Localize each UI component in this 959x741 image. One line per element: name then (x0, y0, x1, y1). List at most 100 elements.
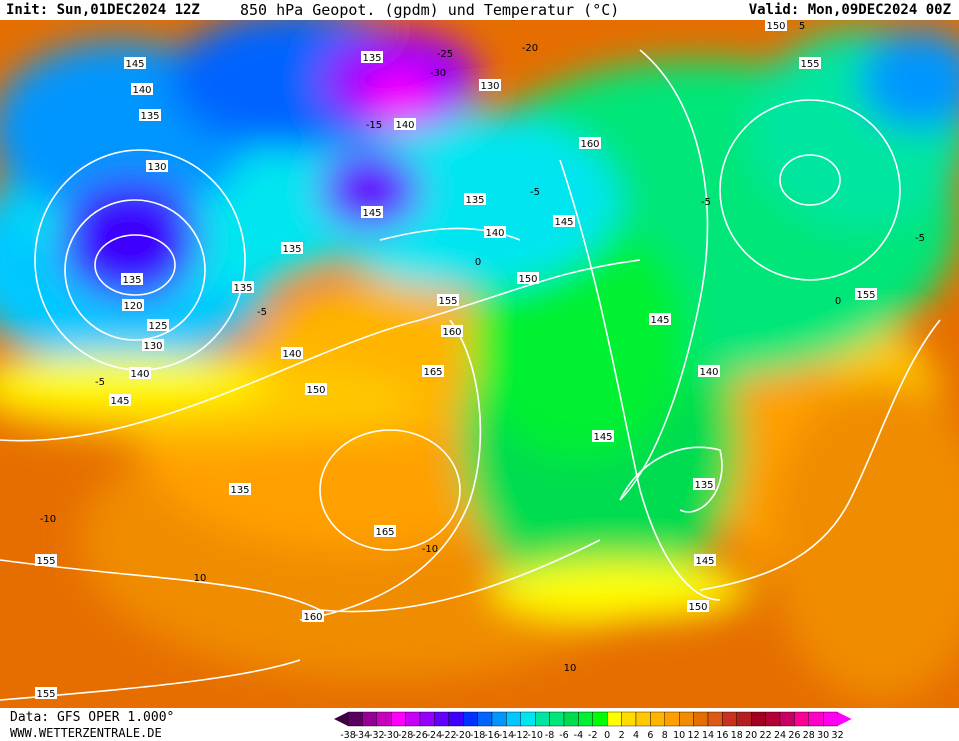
footer: Data: GFS OPER 1.000° WWW.WETTERZENTRALE… (0, 708, 959, 741)
isotherm-label: -5 (701, 197, 711, 208)
svg-text:135: 135 (694, 480, 713, 491)
contour-label: 135 (121, 273, 143, 286)
isotherm-label: 0 (475, 257, 481, 268)
svg-text:-30: -30 (430, 68, 446, 79)
legend-tick-label: -18 (470, 730, 486, 740)
svg-text:135: 135 (362, 53, 381, 64)
svg-text:140: 140 (699, 367, 718, 378)
contour-label: 155 (437, 294, 459, 307)
contour-label: 150 (765, 20, 787, 32)
legend-tick-label: 18 (731, 730, 743, 740)
contour-label: 165 (374, 525, 396, 538)
legend-tick-label: 2 (619, 730, 625, 740)
legend-tick-label: 12 (688, 730, 700, 740)
legend-tick-label: -2 (588, 730, 597, 740)
contour-label: 135 (361, 51, 383, 64)
isotherm-label: -20 (522, 43, 538, 54)
svg-text:130: 130 (147, 162, 166, 173)
website-credit: WWW.WETTERZENTRALE.DE (10, 726, 162, 740)
svg-text:0: 0 (475, 257, 481, 268)
contour-label: 130 (146, 160, 168, 173)
contour-label: 135 (464, 193, 486, 206)
contour-label: 145 (694, 554, 716, 567)
weather-map: 145 140 135 130 135 120 125 130 135 135 140 145 135 1… (0, 20, 959, 708)
contour-label: 145 (553, 215, 575, 228)
legend-tick-label: -30 (383, 730, 399, 740)
svg-text:150: 150 (518, 274, 537, 285)
legend-tick-label: -20 (455, 730, 471, 740)
legend-tick-label: -16 (484, 730, 500, 740)
legend-tick-label: 14 (702, 730, 714, 740)
init-time: Init: Sun,01DEC2024 12Z (6, 2, 200, 18)
legend-tick-label: 32 (832, 730, 844, 740)
legend-swatch (534, 711, 550, 727)
svg-text:120: 120 (123, 301, 142, 312)
contour-label: 140 (131, 83, 153, 96)
legend-swatch (563, 711, 579, 727)
contour-label: 130 (142, 339, 164, 352)
svg-text:150: 150 (766, 21, 785, 32)
svg-text:150: 150 (306, 385, 325, 396)
svg-text:160: 160 (442, 327, 461, 338)
legend-tick-label: 20 (745, 730, 757, 740)
svg-text:-5: -5 (701, 197, 711, 208)
legend-swatch (520, 711, 536, 727)
temperature-areas (0, 20, 959, 700)
svg-text:145: 145 (554, 217, 573, 228)
legend-tick-label: 22 (760, 730, 772, 740)
legend-swatch (794, 711, 809, 727)
legend-max-arrow (837, 712, 852, 726)
legend-swatch (650, 711, 665, 727)
svg-text:155: 155 (800, 59, 819, 70)
legend-swatch (736, 711, 752, 727)
svg-text:-5: -5 (915, 233, 925, 244)
legend-min-arrow (334, 712, 348, 726)
legend-tick-label: -38 (340, 730, 356, 740)
legend-swatch (391, 711, 406, 727)
svg-text:160: 160 (580, 139, 599, 150)
svg-text:140: 140 (485, 228, 504, 239)
svg-text:-5: -5 (530, 187, 540, 198)
legend-swatch (506, 711, 521, 727)
legend-swatch (707, 711, 723, 727)
isotherm-label: 10 (564, 663, 577, 674)
contour-label: 140 (394, 118, 416, 131)
legend-tick-label: -8 (545, 730, 554, 740)
valid-time: Valid: Mon,09DEC2024 00Z (748, 2, 951, 18)
legend-swatch (491, 711, 507, 727)
isotherm-label: -25 (437, 49, 453, 60)
svg-text:-5: -5 (257, 307, 267, 318)
contour-label: 140 (698, 365, 720, 378)
isotherm-label: -15 (366, 120, 382, 131)
svg-text:140: 140 (130, 369, 149, 380)
legend-tick-label: -26 (412, 730, 428, 740)
svg-text:145: 145 (650, 315, 669, 326)
legend-tick-label: -34 (355, 730, 371, 740)
isotherm-label: -5 (915, 233, 925, 244)
legend-tick-label: -10 (527, 730, 543, 740)
legend-swatch (823, 711, 838, 727)
legend-swatch (693, 711, 709, 727)
legend-tick-label: 10 (673, 730, 685, 740)
contour-label: 150 (517, 272, 539, 285)
legend-tick-label: 24 (774, 730, 786, 740)
legend-swatch (362, 711, 377, 727)
isotherm-label: 10 (194, 573, 207, 584)
svg-text:145: 145 (125, 59, 144, 70)
svg-text:155: 155 (36, 556, 55, 567)
svg-text:130: 130 (480, 81, 499, 92)
svg-text:5: 5 (799, 21, 805, 32)
legend-swatch (607, 711, 622, 727)
legend-swatch (434, 711, 450, 727)
contour-label: 135 (693, 478, 715, 491)
isotherm-label: -10 (40, 514, 56, 525)
svg-text:155: 155 (438, 296, 457, 307)
svg-text:145: 145 (695, 556, 714, 567)
contour-label: 155 (799, 57, 821, 70)
legend-swatch (448, 711, 464, 727)
contour-label: 145 (361, 206, 383, 219)
contour-label: 140 (281, 347, 303, 360)
contour-label: 145 (109, 394, 131, 407)
contour-label: 140 (484, 226, 506, 239)
contour-label: 145 (592, 430, 614, 443)
